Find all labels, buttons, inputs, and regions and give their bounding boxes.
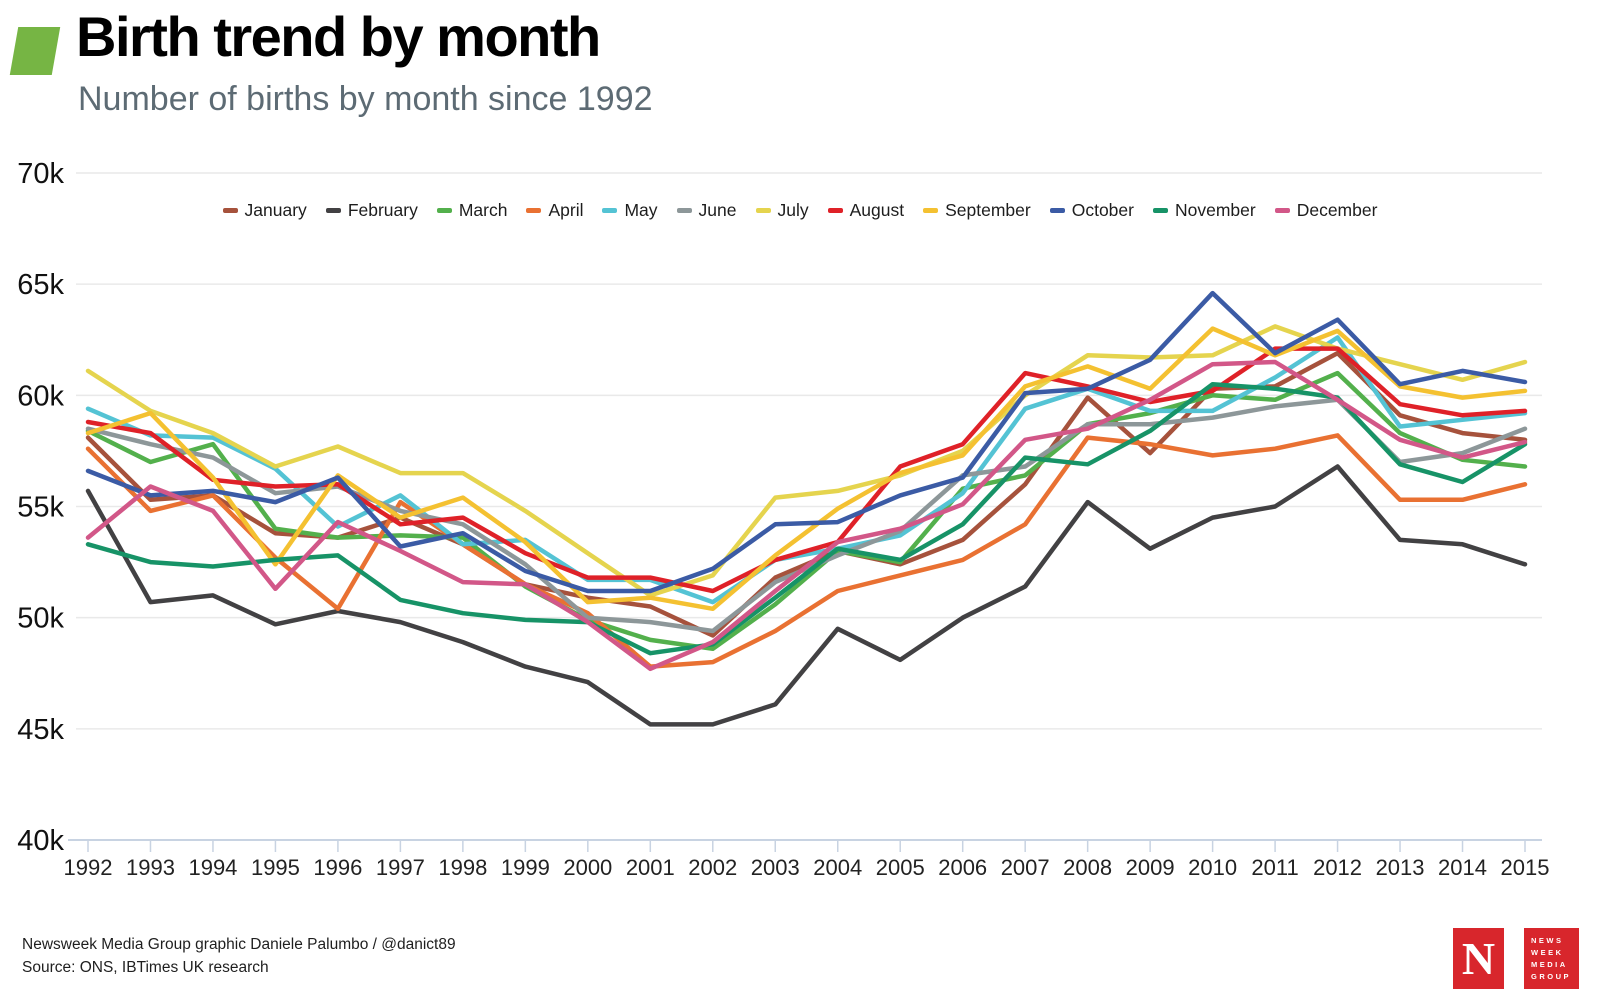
x-axis-tick-label: 1994 — [188, 855, 237, 880]
line-july — [85, 324, 1528, 598]
legend-label: May — [624, 200, 658, 220]
legend-label: February — [347, 200, 418, 220]
line-june — [85, 397, 1528, 634]
line-october — [85, 290, 1528, 594]
y-axis-tick-label: 40k — [17, 825, 64, 857]
y-axis-tick-label: 55k — [17, 492, 64, 524]
line-september — [85, 326, 1528, 612]
line-april — [85, 433, 1528, 669]
legend-item-december: December — [1274, 200, 1378, 221]
page-subtitle: Number of births by month since 1992 — [78, 80, 653, 118]
line-march — [85, 370, 1528, 652]
x-axis-tick-label: 1999 — [501, 855, 550, 880]
newsweek-wordmark: NEWS WEEK MEDIA GROUP — [1524, 928, 1579, 989]
footer-source: Source: ONS, IBTimes UK research — [22, 959, 269, 976]
legend-swatch-icon — [827, 208, 843, 213]
y-axis-tick-label: 60k — [17, 380, 64, 412]
legend-swatch-icon — [676, 208, 692, 213]
chart-legend: January February March April May June July Augu… — [0, 200, 1600, 221]
legend-label: November — [1174, 200, 1256, 220]
legend-label: April — [548, 200, 584, 220]
legend-label: January — [244, 200, 307, 220]
x-axis-tick-label: 2008 — [1063, 855, 1112, 880]
legend-swatch-icon — [1274, 208, 1290, 213]
legend-item-september: September — [923, 200, 1031, 221]
y-axis-tick-label: 70k — [17, 158, 64, 190]
line-february — [85, 464, 1528, 727]
page-title: Birth trend by month — [76, 5, 601, 68]
newsweek-wordmark-line: NEWS — [1531, 936, 1564, 945]
legend-swatch-icon — [1049, 208, 1065, 213]
legend-swatch-icon — [526, 208, 542, 213]
x-axis-tick-label: 1996 — [313, 855, 362, 880]
legend-item-august: August — [827, 200, 905, 221]
legend-item-may: May — [602, 200, 658, 221]
newsweek-logo: N NEWS WEEK MEDIA GROUP — [1453, 928, 1579, 989]
x-axis-tick-label: 2000 — [563, 855, 612, 880]
x-axis-tick-label: 2014 — [1438, 855, 1487, 880]
legend-label: June — [698, 200, 737, 220]
x-axis-tick-label: 2004 — [813, 855, 862, 880]
legend-label: July — [777, 200, 809, 220]
x-axis-tick-label: 2006 — [938, 855, 987, 880]
legend-swatch-icon — [755, 208, 771, 213]
line-november — [85, 381, 1528, 656]
newsweek-wordmark-line: WEEK — [1531, 948, 1564, 957]
legend-item-april: April — [526, 200, 583, 221]
legend-item-february: February — [325, 200, 418, 221]
legend-item-november: November — [1152, 200, 1256, 221]
legend-item-june: June — [676, 200, 737, 221]
x-axis-tick-label: 1995 — [251, 855, 300, 880]
x-axis-tick-label: 1993 — [126, 855, 175, 880]
legend-label: October — [1071, 200, 1134, 220]
legend-swatch-icon — [436, 208, 452, 213]
legend-swatch-icon — [923, 208, 939, 213]
legend-label: December — [1296, 200, 1378, 220]
x-axis-tick-label: 2002 — [688, 855, 737, 880]
legend-item-october: October — [1049, 200, 1134, 221]
x-axis-tick-label: 2001 — [626, 855, 675, 880]
footer-credit: Newsweek Media Group graphic Daniele Pal… — [22, 936, 456, 953]
x-axis-tick-label: 2010 — [1188, 855, 1237, 880]
legend-swatch-icon — [325, 208, 341, 213]
x-axis-tick-label: 2013 — [1376, 855, 1425, 880]
x-axis-tick-label: 2009 — [1126, 855, 1175, 880]
legend-swatch-icon — [222, 208, 238, 213]
y-axis-tick-label: 50k — [17, 603, 64, 635]
legend-item-july: July — [755, 200, 809, 221]
legend-swatch-icon — [602, 208, 618, 213]
y-axis-tick-label: 45k — [17, 714, 64, 746]
x-axis-tick-label: 2005 — [876, 855, 925, 880]
title-bullet-icon — [9, 27, 61, 75]
x-axis-tick-label: 2012 — [1313, 855, 1362, 880]
x-axis-tick-label: 1997 — [376, 855, 425, 880]
legend-item-march: March — [436, 200, 508, 221]
x-axis-tick-label: 2011 — [1251, 855, 1298, 880]
x-axis-tick-label: 1992 — [64, 855, 113, 880]
newsweek-wordmark-line: GROUP — [1531, 972, 1572, 981]
x-axis-tick-label: 2003 — [751, 855, 800, 880]
legend-swatch-icon — [1152, 208, 1168, 213]
line-december — [85, 359, 1528, 672]
legend-item-january: January — [222, 200, 307, 221]
newsweek-wordmark-line: MEDIA — [1531, 960, 1568, 969]
footer: Newsweek Media Group graphic Daniele Pal… — [22, 933, 456, 979]
x-axis-tick-label: 2015 — [1501, 855, 1550, 880]
newsweek-n-icon: N — [1453, 928, 1504, 989]
y-axis-tick-label: 65k — [17, 269, 64, 301]
legend-label: September — [945, 200, 1031, 220]
x-axis-tick-label: 2007 — [1001, 855, 1050, 880]
legend-label: August — [849, 200, 905, 220]
x-axis-tick-label: 1998 — [438, 855, 487, 880]
legend-label: March — [458, 200, 508, 220]
